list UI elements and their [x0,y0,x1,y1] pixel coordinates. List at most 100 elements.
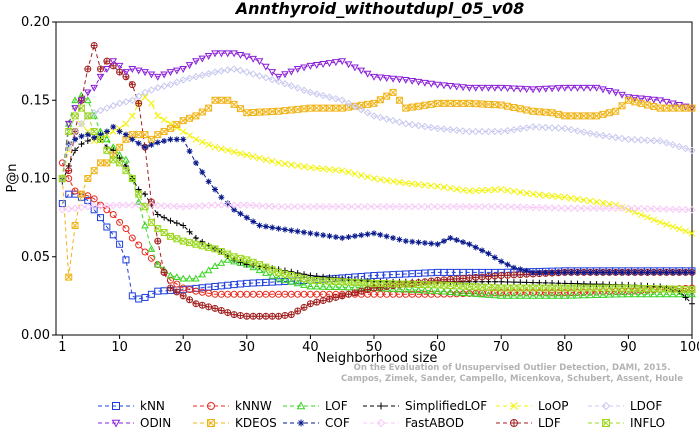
data-point [243,109,251,117]
data-point [650,205,658,213]
data-point [134,67,143,75]
data-point [293,279,302,287]
data-point [205,141,212,148]
data-point [611,204,620,212]
data-point [446,275,454,283]
data-point [351,202,359,211]
data-point [307,164,314,171]
data-point [135,295,143,303]
data-point [669,100,677,108]
data-point [414,121,423,130]
data-point [300,202,308,211]
data-point [224,66,232,74]
data-point [605,109,613,117]
data-point [363,202,372,211]
data-point [408,285,417,293]
data-point [504,271,512,279]
data-point [147,254,155,262]
data-point [624,204,633,212]
legend-item-lof: LOF [283,399,348,413]
x-tick-label: 90 [620,340,637,355]
legend-label: LDF [538,416,561,430]
data-point [465,84,474,92]
data-point [243,312,251,320]
data-point [364,100,372,108]
data-point [554,291,563,299]
series-ldof [58,65,696,183]
data-point [402,104,410,112]
data-point [281,202,289,211]
data-point [199,169,206,176]
data-point [491,254,498,261]
data-point [84,65,92,73]
data-point [605,204,614,212]
data-point [65,190,73,198]
data-point [643,204,652,213]
data-point [319,61,327,68]
data-point [160,202,168,210]
data-point [115,62,124,70]
data-point [498,258,505,265]
data-point [300,86,308,94]
data-point [599,281,606,288]
data-point [395,96,403,104]
x-axis-label: Neighborhood size [317,351,438,366]
data-point [630,290,639,298]
data-point [301,271,308,278]
legend-item-kdeos: KDEOS [193,416,277,430]
data-point [84,112,92,120]
data-point [218,194,225,201]
data-point [204,266,213,274]
data-point [262,156,270,164]
data-point [364,231,371,238]
data-point [592,204,601,212]
data-point [465,274,473,282]
data-point [250,218,257,225]
data-point [255,266,264,274]
legend-label: SimplifiedLOF [405,399,487,413]
data-point [205,289,213,297]
data-point [313,164,321,172]
data-point [109,231,117,239]
data-point [338,58,347,66]
data-point [262,312,270,320]
data-point [91,134,98,141]
data-point [592,84,601,92]
data-point [186,132,193,139]
data-point [96,106,105,115]
data-point [274,73,283,81]
data-point [332,94,340,103]
data-point [535,203,544,212]
data-point [211,201,219,209]
data-point [567,125,575,134]
data-point [103,202,111,210]
data-point [662,139,671,147]
data-point [421,101,429,109]
data-point [389,116,397,125]
data-point [281,71,289,79]
data-point [568,269,575,276]
data-point [338,96,346,104]
data-point [573,127,582,135]
data-point [249,55,258,63]
data-point [554,124,563,132]
data-point [351,233,358,240]
data-point [643,290,652,298]
legend-item-cof: COF [283,416,350,430]
data-point [587,269,594,276]
data-point [472,244,479,251]
y-tick-label: 0.10 [21,172,50,187]
data-point [230,311,238,319]
data-point [325,295,333,303]
data-point [103,135,111,143]
data-point [415,239,422,246]
data-point [522,86,531,94]
data-point [421,202,429,211]
data-point [529,123,537,131]
data-point [320,273,327,280]
data-point [421,239,428,246]
data-point [510,203,518,211]
data-point [554,204,563,212]
data-point [523,189,530,197]
